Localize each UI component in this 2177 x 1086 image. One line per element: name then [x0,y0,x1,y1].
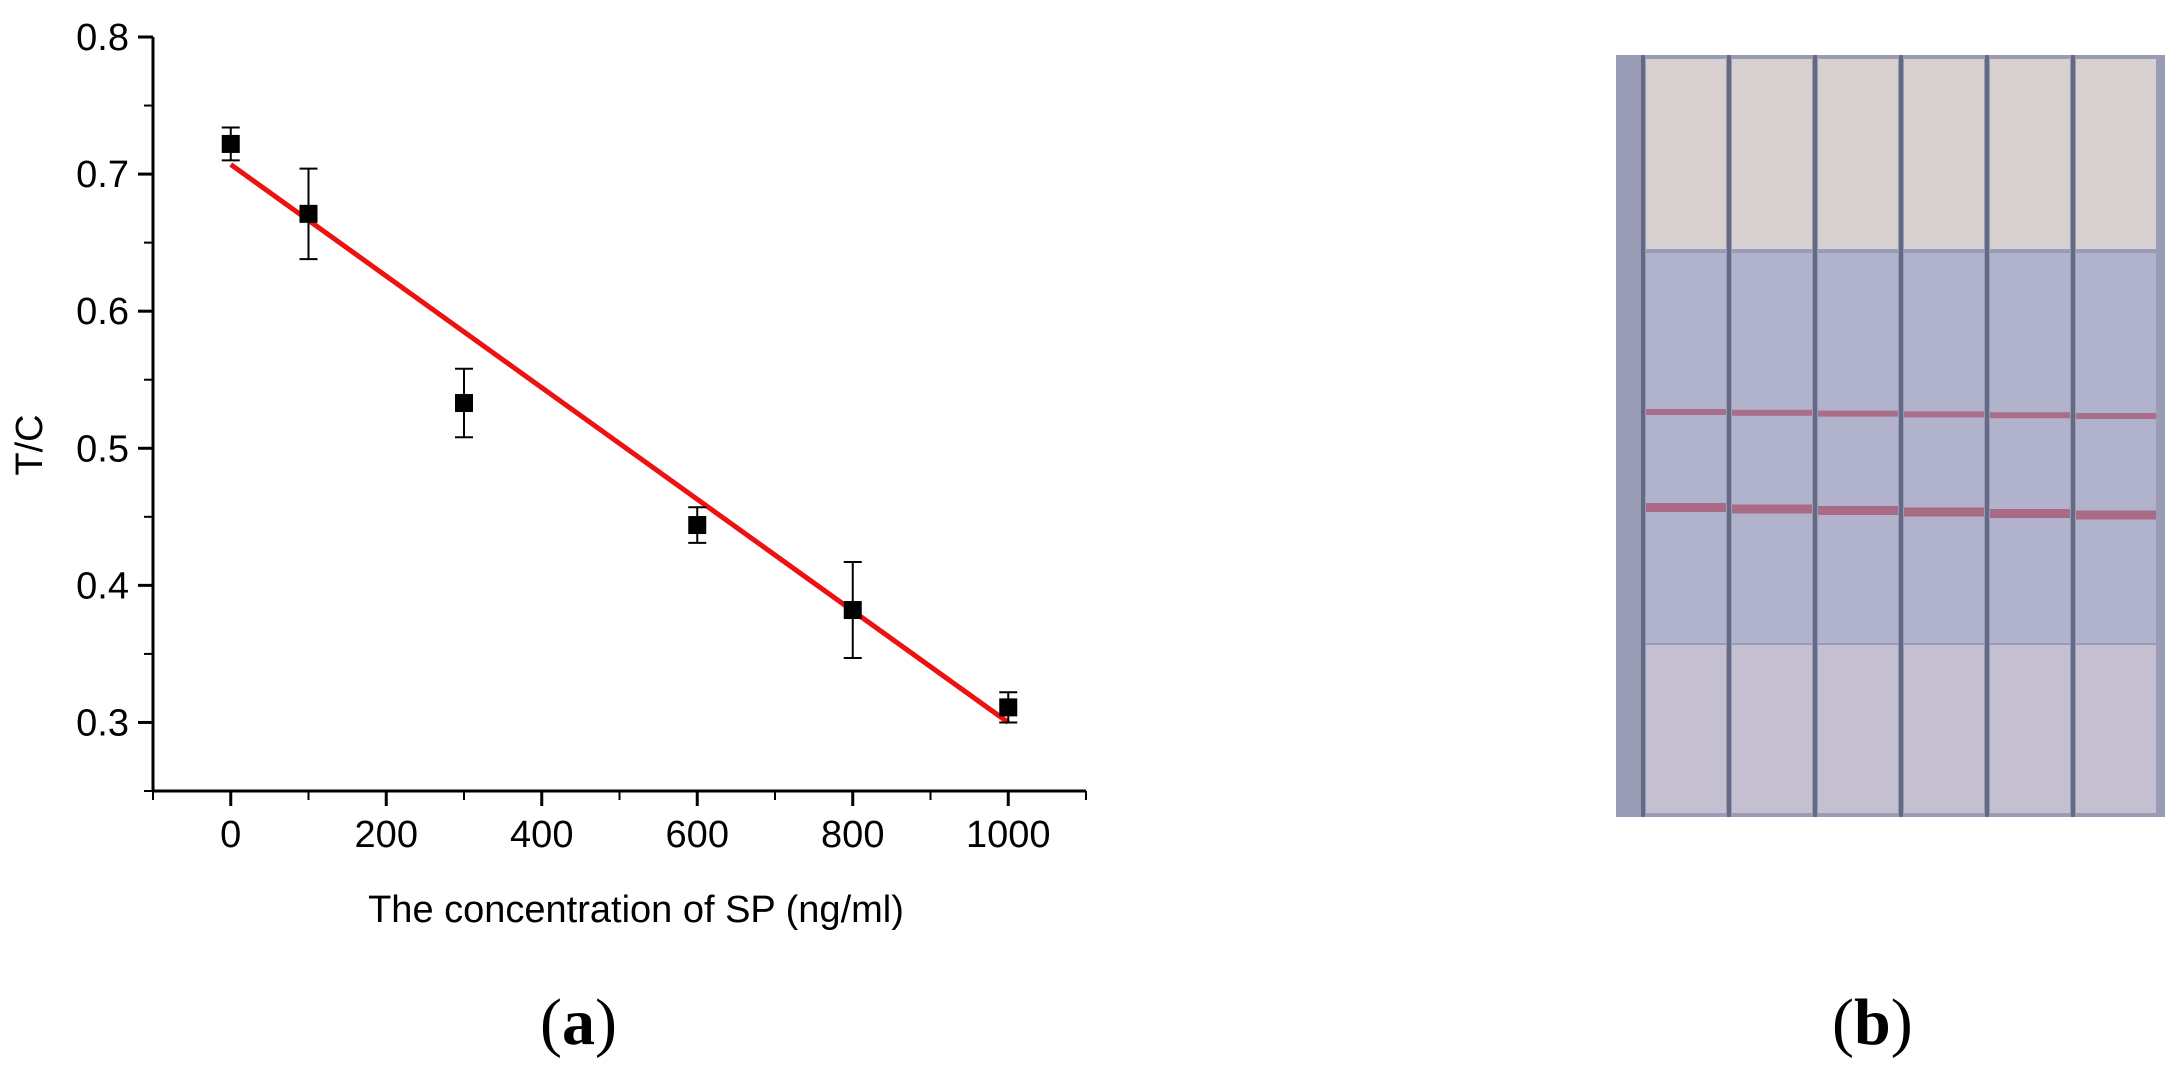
strip-membrane [1732,253,1812,643]
x-tick-label: 600 [666,814,729,856]
x-axis-label: The concentration of SP (ng/ml) [368,889,904,931]
test-strip-photo [1616,55,2165,817]
test-strip [2076,59,2156,813]
test-line [1818,506,1898,515]
y-axis-ticks: 0.3 0.4 0.5 0.6 0.7 0.8 [76,17,153,792]
strip-sample-pad [1732,59,1812,249]
y-tick-label: 0.3 [76,702,129,744]
x-axis-ticks: 0 200 400 600 800 1000 [152,791,1087,856]
test-strip [1818,59,1898,813]
test-strip [1646,59,1726,813]
data-marker [843,601,862,620]
fit-line-group [229,162,1010,725]
strip-absorbent-pad [1990,645,2070,813]
strip-membrane [2076,253,2156,643]
data-marker [455,394,473,413]
y-axis-label: T/C [9,414,51,475]
test-strip [1732,59,1812,813]
test-line [2076,510,2156,520]
x-tick-label: 800 [821,814,884,856]
strip-membrane [1990,253,2070,643]
strip-absorbent-pad [2076,645,2156,813]
strip-sample-pad [1646,59,1726,249]
strip-absorbent-pad [1818,645,1898,813]
strip-membrane [1904,253,1984,643]
strip-membrane [1646,253,1726,643]
control-line [1818,410,1898,417]
test-strip [1990,59,2070,813]
data-marker [299,204,318,223]
test-line [1990,509,2070,518]
control-line [1990,412,2070,419]
x-tick-label: 400 [510,814,573,856]
x-tick-label: 0 [220,814,241,856]
control-line [1646,409,1726,415]
strip-absorbent-pad [1904,645,1984,813]
data-point [999,691,1018,724]
data-point [455,367,473,439]
panel-label-b: (b) [1832,986,1913,1059]
data-marker [221,134,240,153]
data-marker [999,698,1018,717]
y-tick-label: 0.5 [76,428,129,470]
panel-label-a: (a) [540,986,617,1059]
data-point [843,561,862,660]
strip-sample-pad [1990,59,2070,249]
test-strip [1904,59,1984,813]
data-points [221,126,1018,724]
control-line [1904,411,1984,418]
strip-membrane [1818,253,1898,643]
fit-line [229,162,1010,725]
control-line [1732,409,1812,416]
data-point [688,506,707,544]
x-tick-label: 1000 [966,814,1051,856]
data-marker [688,516,707,535]
test-line [1646,503,1726,512]
y-tick-label: 0.8 [76,17,129,59]
y-tick-label: 0.6 [76,291,129,333]
x-tick-label: 200 [355,814,418,856]
y-tick-label: 0.4 [76,565,129,607]
test-line [1904,507,1984,517]
data-point [299,167,318,261]
strip-sample-pad [1904,59,1984,249]
strip-sample-pad [2076,59,2156,249]
strip-absorbent-pad [1646,645,1726,813]
strip-absorbent-pad [1732,645,1812,813]
data-point [221,126,240,162]
control-line [2076,413,2156,419]
test-line [1732,504,1812,514]
strip-sample-pad [1818,59,1898,249]
y-tick-label: 0.7 [76,154,129,196]
chart-panel-a: 0 200 400 600 800 1000 0.3 0.4 0.5 0.6 0.7 0.8 The… [9,17,1087,931]
